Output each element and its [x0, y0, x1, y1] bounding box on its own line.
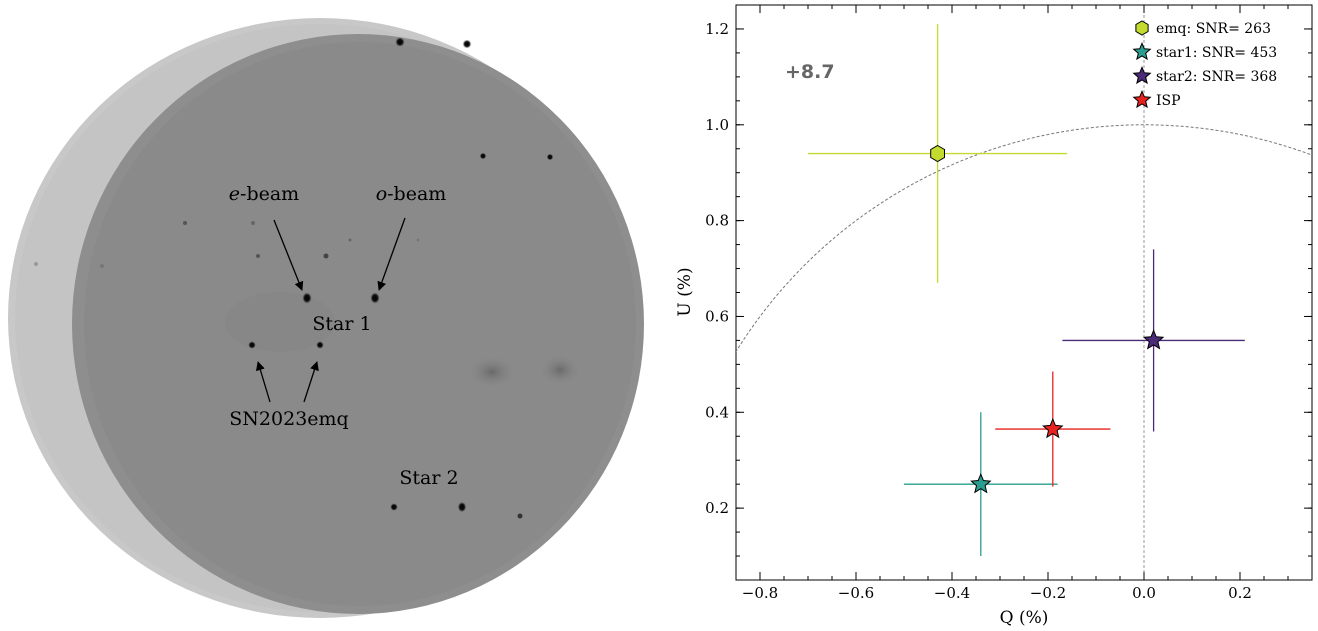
- star2-o-beam: [457, 501, 467, 513]
- sn-e-beam: [248, 341, 256, 349]
- data-point-3: [995, 371, 1111, 487]
- sn-o-beam: [316, 341, 324, 349]
- field-stars: [34, 37, 554, 519]
- star-spot: [479, 152, 487, 160]
- sn-arrow-right: [303, 361, 319, 403]
- x-tick-label: −0.4: [934, 584, 970, 602]
- star-spot: [416, 238, 420, 242]
- point-marker: [970, 472, 992, 494]
- legend-entry: star1: SNR= 453: [1156, 45, 1277, 61]
- x-tick-label: −0.2: [1030, 584, 1066, 602]
- y-axis-label: U (%): [675, 267, 695, 316]
- x-axis-label: Q (%): [1000, 608, 1049, 628]
- x-tick-label: 0.0: [1132, 584, 1156, 602]
- sn-arrow-left: [255, 361, 271, 403]
- legend-entry: emq: SNR= 263: [1156, 21, 1271, 37]
- legend-marker: [1132, 90, 1152, 109]
- star1-o-beam: [370, 292, 380, 304]
- x-tick-label: −0.8: [742, 584, 778, 602]
- x-tick-label: 0.2: [1228, 584, 1252, 602]
- data-point-2: [1062, 249, 1245, 432]
- legend-marker: [1132, 42, 1152, 61]
- star-spot: [546, 153, 554, 161]
- sn-label: SN2023emq: [229, 408, 348, 430]
- diffuse-blob: [538, 353, 582, 387]
- y-tick-label: 0.4: [705, 403, 729, 421]
- y-tick-label: 0.6: [705, 307, 729, 325]
- field-image: e-beam o-beam Star 1 SN2023emq Star 2: [8, 18, 644, 618]
- e-beam-label: e-beam: [229, 183, 299, 205]
- legend: emq: SNR= 263 star1: SNR= 453 star2: SNR= …: [1132, 20, 1277, 109]
- point-marker: [1142, 329, 1165, 350]
- star-spot: [395, 37, 405, 47]
- star-spot: [34, 262, 38, 266]
- y-tick-label: 0.2: [705, 499, 729, 517]
- o-beam-label: o-beam: [376, 183, 447, 205]
- legend-entry: ISP: [1156, 93, 1181, 109]
- data-point-1: [904, 412, 1058, 557]
- data-point-0: [808, 24, 1068, 283]
- y-tick-label: 1.0: [705, 116, 729, 134]
- qu-plot: −0.8 −0.6 −0.4 −0.2 0.0 0.2 0.2 0.4 0.6 0.8 1.0 1.2…: [675, 4, 1313, 628]
- star-spot: [517, 513, 523, 519]
- star2-label: Star 2: [399, 467, 458, 489]
- star-spot: [462, 39, 472, 49]
- y-tick-label: 0.8: [705, 212, 729, 230]
- star-spot: [100, 264, 104, 268]
- star-spot: [256, 254, 260, 258]
- legend-marker: [1132, 66, 1152, 85]
- point-marker: [1042, 417, 1064, 439]
- e-beam-arrow: [273, 219, 304, 291]
- legend-marker: [1135, 20, 1149, 36]
- star2-e-beam: [390, 503, 398, 511]
- o-beam-arrow: [377, 217, 406, 291]
- diffuse-blob: [466, 354, 518, 390]
- star1-e-beam: [302, 292, 312, 304]
- star-spot: [348, 238, 352, 242]
- legend-entry: star2: SNR= 368: [1156, 69, 1277, 85]
- star-spot: [323, 253, 329, 259]
- star-spot: [183, 221, 187, 225]
- x-tick-label: −0.6: [838, 584, 874, 602]
- plot-area: [735, 4, 1313, 581]
- point-marker: [930, 144, 945, 163]
- y-tick-label: 1.2: [705, 20, 729, 38]
- annotation-epoch: +8.7: [785, 61, 835, 83]
- star-spot: [251, 221, 255, 225]
- star1-label: Star 1: [312, 313, 371, 335]
